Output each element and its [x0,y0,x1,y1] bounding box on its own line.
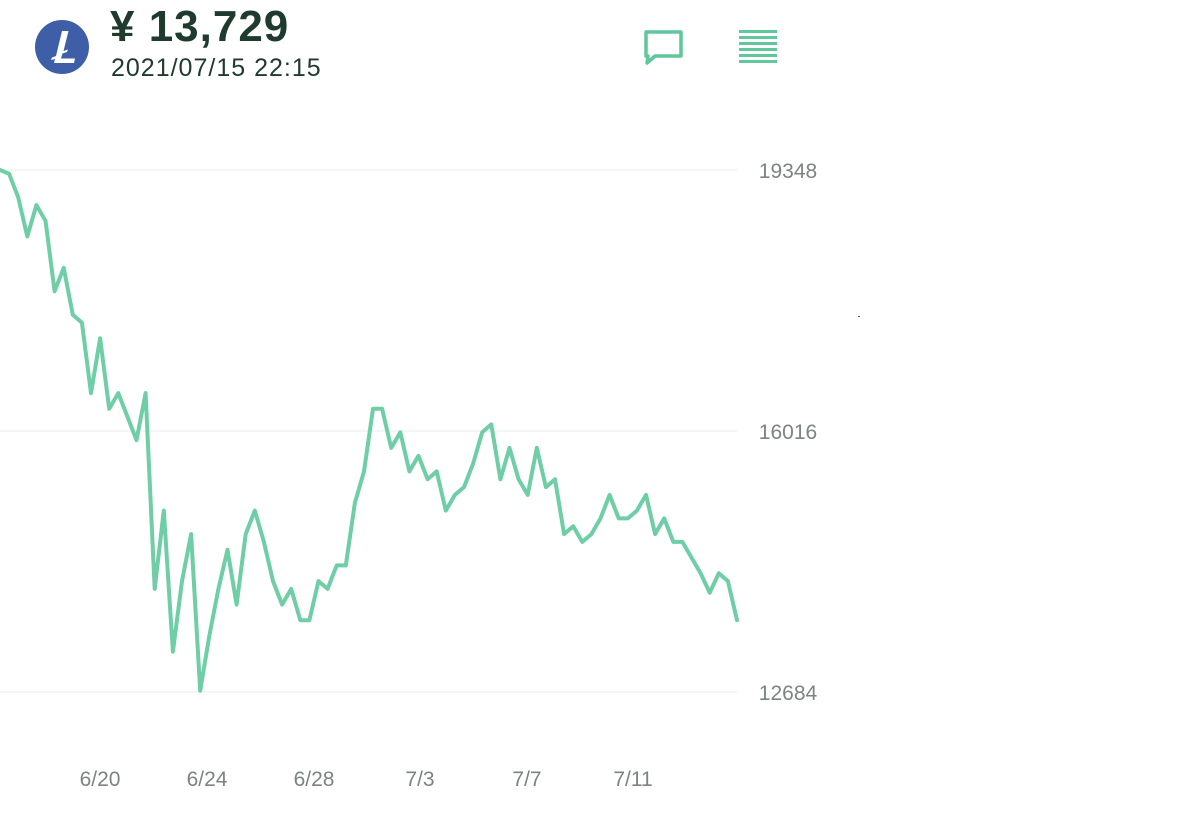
litecoin-logo-icon [35,20,89,74]
price-value: ¥ 13,729 [110,2,290,51]
menu-lines-icon[interactable] [734,26,782,68]
x-tick-label: 7/3 [405,768,434,791]
header: ¥ 13,729 2021/07/15 22:15 [0,0,1200,100]
price-timestamp: 2021/07/15 22:15 [111,54,322,82]
x-tick-label: 7/11 [613,768,652,791]
x-tick-label: 6/20 [80,768,121,791]
x-tick-label: 7/7 [512,768,541,791]
stray-dot [858,316,860,317]
y-tick-label: 19348 [759,160,817,183]
x-tick-label: 6/24 [187,768,228,791]
y-tick-label: 12684 [759,682,818,705]
price-chart: 19348 16016 12684 6/20 6/24 6/28 7/3 7/7 7/11 [0,100,1200,826]
price-line [0,168,739,693]
chat-bubble-icon[interactable] [638,25,688,70]
y-tick-label: 16016 [759,421,817,444]
x-tick-label: 6/28 [294,768,335,791]
price-chart-svg: 19348 16016 12684 6/20 6/24 6/28 7/3 7/7 7/11 [0,160,818,791]
